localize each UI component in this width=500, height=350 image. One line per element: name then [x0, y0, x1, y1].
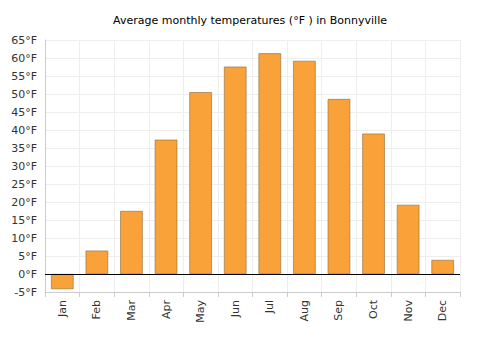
svg-text:45°F: 45°F: [11, 106, 37, 119]
svg-text:50°F: 50°F: [11, 88, 37, 101]
svg-text:May: May: [194, 300, 207, 323]
svg-text:Sep: Sep: [332, 300, 345, 321]
svg-text:Oct: Oct: [367, 299, 380, 319]
svg-text:10°F: 10°F: [11, 232, 37, 245]
svg-text:-5°F: -5°F: [14, 286, 37, 299]
svg-text:Mar: Mar: [125, 300, 138, 321]
svg-text:Jul: Jul: [263, 300, 276, 314]
svg-text:0°F: 0°F: [18, 268, 37, 281]
svg-text:Nov: Nov: [402, 300, 415, 322]
svg-text:35°F: 35°F: [11, 142, 37, 155]
svg-text:40°F: 40°F: [11, 124, 37, 137]
svg-text:60°F: 60°F: [11, 52, 37, 65]
svg-text:Apr: Apr: [160, 300, 173, 320]
svg-text:55°F: 55°F: [11, 70, 37, 83]
svg-text:15°F: 15°F: [11, 214, 37, 227]
svg-text:Jun: Jun: [229, 300, 242, 318]
svg-text:Aug: Aug: [298, 300, 311, 321]
svg-text:Average monthly temperatures (: Average monthly temperatures (°F ) in Bo…: [113, 14, 387, 27]
svg-text:Jan: Jan: [56, 300, 69, 318]
svg-text:25°F: 25°F: [11, 178, 37, 191]
svg-text:65°F: 65°F: [11, 34, 37, 47]
svg-text:Dec: Dec: [436, 300, 449, 321]
svg-text:20°F: 20°F: [11, 196, 37, 209]
svg-text:30°F: 30°F: [11, 160, 37, 173]
svg-text:5°F: 5°F: [18, 250, 37, 263]
svg-text:Feb: Feb: [90, 300, 103, 319]
